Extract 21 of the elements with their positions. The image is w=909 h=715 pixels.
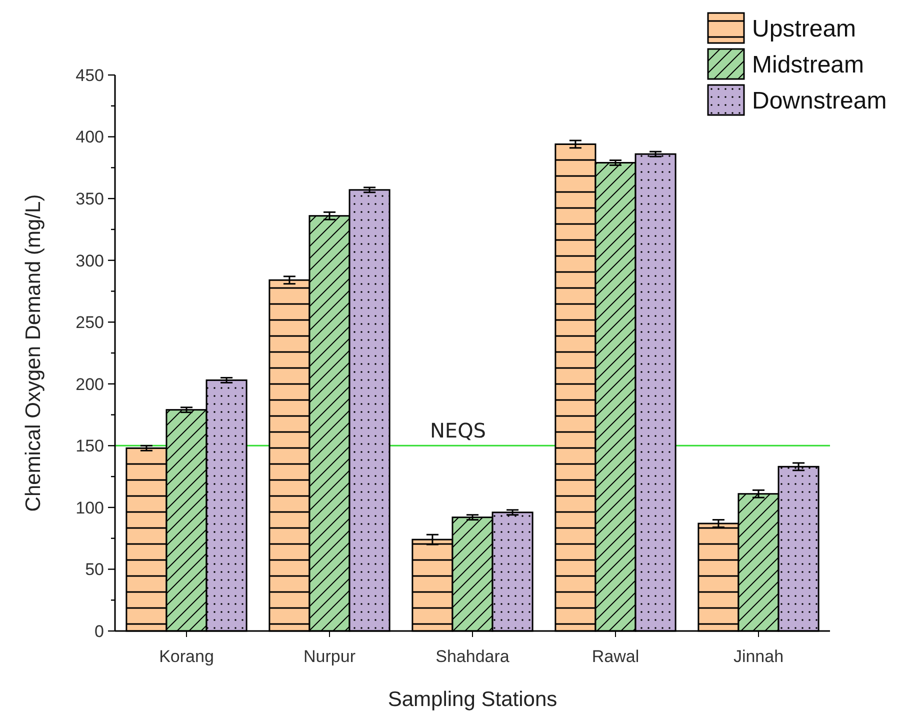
legend-label: Upstream — [752, 15, 856, 42]
x-tick-label: Shahdara — [436, 647, 510, 666]
legend-label: Midstream — [752, 51, 864, 78]
x-axis-title: Sampling Stations — [388, 688, 558, 711]
y-tick-label: 0 — [94, 622, 104, 641]
y-tick-label: 350 — [76, 190, 104, 209]
y-tick-label: 450 — [76, 66, 104, 85]
y-tick-label: 200 — [76, 374, 104, 394]
y-tick-label: 50 — [85, 560, 104, 580]
x-tick-label: Rawal — [592, 647, 640, 666]
x-tick-label: Jinnah — [733, 647, 784, 666]
y-tick-label: 100 — [76, 498, 104, 518]
x-tick-label: Korang — [159, 647, 214, 666]
x-tick-label: Nurpur — [304, 647, 356, 666]
y-tick-label: 150 — [76, 436, 104, 456]
ref-line-label: NEQS — [430, 418, 486, 443]
y-tick-label: 300 — [76, 251, 104, 270]
y-tick-label: 400 — [76, 128, 104, 147]
legend-label: Downstream — [752, 87, 887, 114]
y-tick-label: 250 — [76, 313, 104, 332]
y-axis-title: Chemical Oxygen Demand (mg/L) — [22, 194, 45, 512]
